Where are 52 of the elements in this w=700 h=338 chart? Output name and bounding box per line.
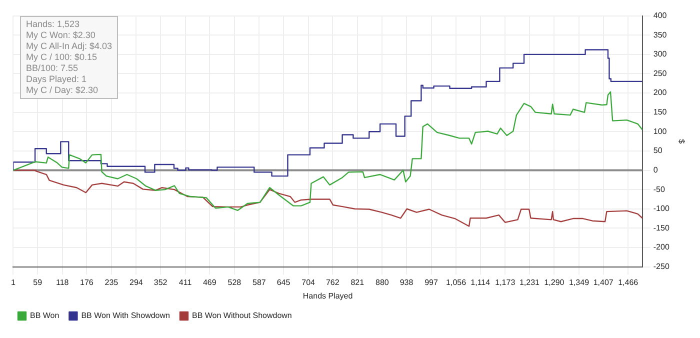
y-tick-label: 350 <box>653 30 668 40</box>
x-tick-label: 821 <box>350 278 365 287</box>
annotation: Days Played: 1 <box>26 74 88 85</box>
y-tick-label: 300 <box>653 50 668 59</box>
annotation: My C / 100: $0.15 <box>26 52 98 63</box>
x-tick-label: 1,114 <box>470 278 491 287</box>
x-tick-label: 352 <box>154 278 168 287</box>
x-tick-label: 235 <box>104 278 119 287</box>
y-tick-label: -50 <box>653 184 666 194</box>
x-tick-label: 1,466 <box>618 278 639 287</box>
legend-label: BB Won Without Showdown <box>192 311 292 320</box>
x-tick-label: 469 <box>202 278 217 287</box>
y-tick-label: -100 <box>653 204 670 214</box>
x-tick-label: 1,231 <box>519 278 540 287</box>
x-tick-label: 645 <box>276 278 291 287</box>
annotation: Hands: 1,523 <box>26 19 81 30</box>
legend-label: BB Won With Showdown <box>81 311 170 320</box>
y-tick-label: -200 <box>653 242 670 252</box>
x-tick-label: 880 <box>375 278 390 287</box>
annotation: My C Won: $2.30 <box>26 30 96 41</box>
y-tick-label: 0 <box>653 165 658 174</box>
x-tick-label: 411 <box>178 278 192 287</box>
x-tick-label: 1,173 <box>495 278 516 287</box>
y-tick-label: 250 <box>653 68 668 78</box>
y-axis-title: $ <box>676 139 686 144</box>
legend-label: BB Won <box>30 311 60 320</box>
x-tick-label: 1 <box>11 278 16 287</box>
x-tick-label: 59 <box>33 278 43 287</box>
x-tick-label: 704 <box>302 278 316 287</box>
y-tick-label: 150 <box>653 108 668 117</box>
y-tick-label: 100 <box>653 126 668 136</box>
y-tick-label: 200 <box>653 88 668 98</box>
x-tick-label: 528 <box>228 278 242 287</box>
x-tick-label: 938 <box>400 278 414 287</box>
x-tick-label: 1,349 <box>568 278 590 287</box>
annotation: BB/100: 7.55 <box>26 63 80 74</box>
x-axis-title: Hands Played <box>302 291 353 300</box>
x-tick-label: 762 <box>326 278 340 287</box>
annotation: My C / Day: $2.30 <box>26 85 100 96</box>
x-tick-label: 176 <box>80 278 94 287</box>
annotation: My C All-In Adj: $4.03 <box>26 41 112 52</box>
x-tick-label: 1,056 <box>446 278 467 287</box>
x-tick-label: 294 <box>130 278 144 287</box>
y-tick-label: 400 <box>653 11 668 20</box>
y-tick-label: -250 <box>653 262 670 272</box>
x-tick-label: 997 <box>424 278 438 287</box>
x-tick-label: 1,290 <box>544 278 565 287</box>
x-tick-label: 587 <box>252 278 266 287</box>
x-tick-label: 1,407 <box>593 278 614 287</box>
y-tick-label: 50 <box>653 146 663 156</box>
x-tick-label: 118 <box>56 278 70 287</box>
y-tick-label: -150 <box>653 223 670 232</box>
